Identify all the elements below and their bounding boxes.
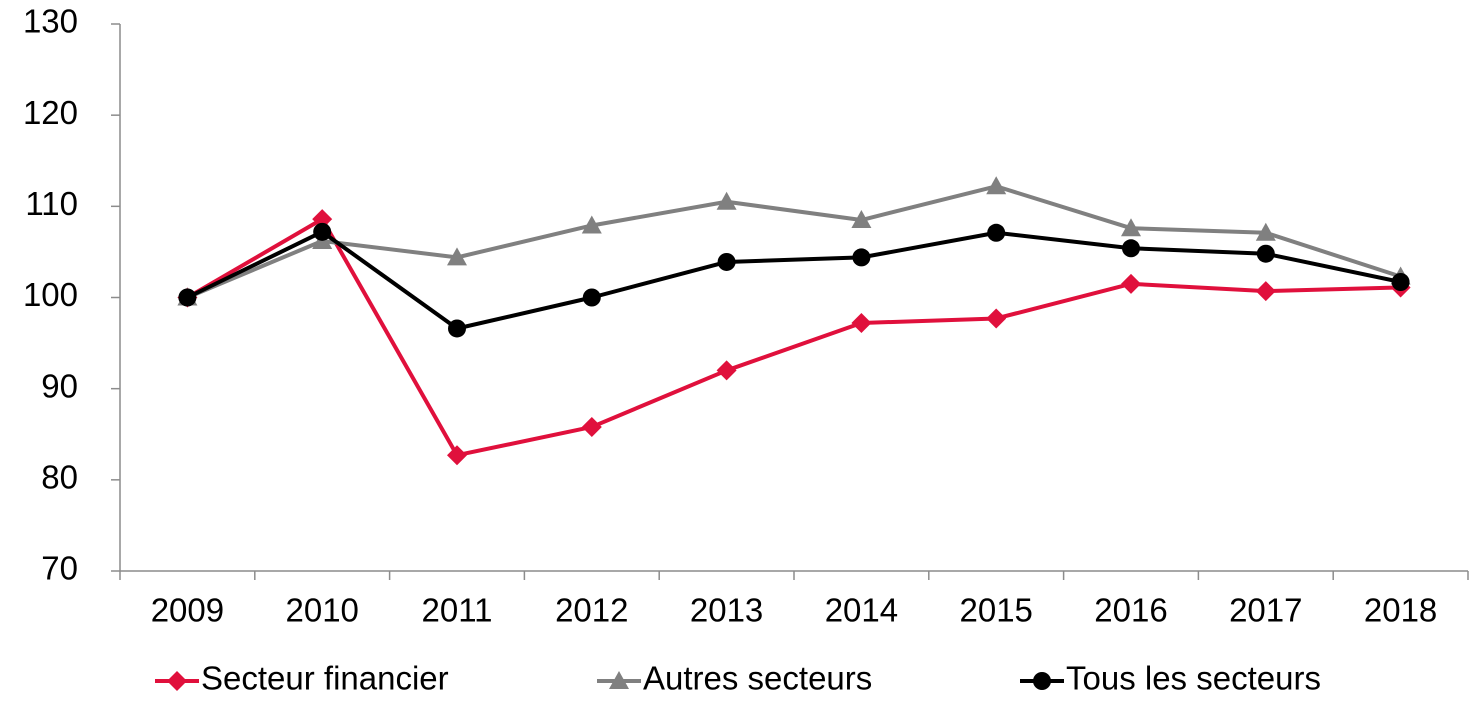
x-tick-label: 2016 — [1094, 592, 1167, 629]
y-tick-label: 130 — [23, 3, 78, 40]
marker — [716, 191, 737, 210]
legend-label: Tous les secteurs — [1066, 660, 1321, 697]
marker — [448, 319, 466, 338]
marker — [1122, 239, 1140, 258]
legend-label: Secteur financier — [201, 660, 449, 697]
marker — [609, 671, 629, 689]
x-tick-label: 2010 — [285, 592, 358, 629]
marker — [986, 308, 1007, 329]
series-line — [186, 217, 1401, 458]
marker — [986, 176, 1007, 195]
marker — [1391, 273, 1410, 292]
x-tick-label: 2018 — [1364, 592, 1437, 629]
marker — [167, 671, 187, 691]
series-line — [186, 229, 1402, 331]
marker — [312, 209, 333, 230]
marker — [447, 247, 467, 266]
y-tick-label: 80 — [41, 459, 78, 496]
x-tick-label: 2009 — [151, 592, 224, 629]
y-tick-label: 100 — [23, 276, 78, 313]
marker — [581, 416, 602, 437]
y-tick-label: 70 — [41, 550, 78, 587]
marker — [178, 288, 197, 307]
y-tick-label: 110 — [25, 185, 78, 222]
x-tick-label: 2012 — [555, 592, 628, 629]
series-line — [186, 184, 1402, 300]
marker — [582, 288, 601, 307]
marker — [1256, 244, 1275, 263]
marker — [581, 215, 602, 234]
x-tick-label: 2014 — [825, 592, 898, 629]
marker — [987, 223, 1006, 242]
marker — [851, 210, 872, 229]
legend-label: Autres secteurs — [643, 660, 872, 697]
marker — [1255, 222, 1276, 241]
marker — [447, 445, 467, 466]
marker — [717, 252, 736, 271]
marker — [851, 313, 872, 334]
marker — [852, 248, 871, 267]
marker — [1033, 672, 1051, 690]
x-tick-label: 2017 — [1229, 592, 1302, 629]
marker — [1255, 281, 1276, 302]
marker — [1121, 273, 1141, 294]
marker — [313, 222, 332, 241]
x-tick-label: 2013 — [690, 592, 763, 629]
marker — [716, 360, 737, 381]
marker — [1121, 218, 1141, 237]
y-tick-label: 90 — [41, 367, 78, 404]
x-tick-label: 2015 — [959, 592, 1032, 629]
x-tick-label: 2011 — [422, 592, 493, 629]
y-tick-label: 120 — [23, 94, 78, 131]
